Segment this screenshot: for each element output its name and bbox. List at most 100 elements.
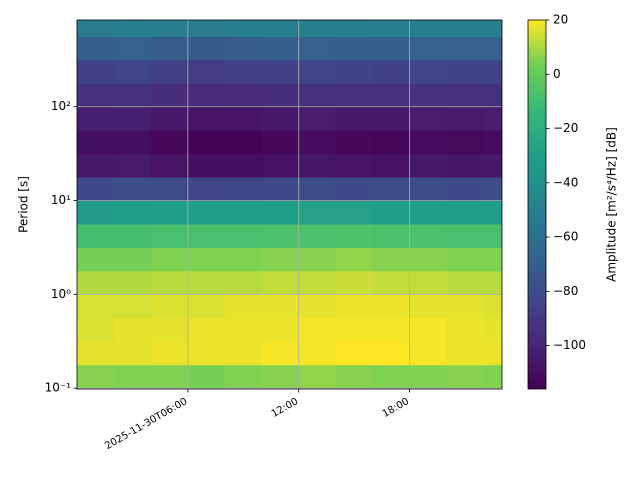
heatmap-cell bbox=[409, 106, 448, 131]
heatmap-cell bbox=[224, 20, 263, 37]
heatmap-cell bbox=[298, 364, 337, 389]
heatmap-cell bbox=[335, 341, 374, 366]
heatmap-cell bbox=[150, 106, 189, 131]
heatmap-cell bbox=[261, 20, 300, 37]
heatmap-cell bbox=[372, 177, 411, 202]
heatmap-cell bbox=[483, 153, 502, 178]
heatmap-cell bbox=[150, 200, 189, 225]
heatmap-cell bbox=[446, 317, 485, 342]
heatmap-cell bbox=[446, 130, 485, 155]
heatmap-cell bbox=[77, 270, 115, 295]
heatmap-cell bbox=[187, 317, 226, 342]
colorbar-tick-label: −60 bbox=[553, 230, 578, 244]
heatmap-cell bbox=[483, 83, 502, 108]
heatmap-cell bbox=[261, 341, 300, 366]
heatmap-cell bbox=[446, 83, 485, 108]
heatmap-cell bbox=[372, 130, 411, 155]
heatmap-cell bbox=[372, 270, 411, 295]
heatmap-cell bbox=[483, 341, 502, 366]
heatmap-cell bbox=[77, 83, 115, 108]
heatmap-cell bbox=[372, 341, 411, 366]
heatmap-cell bbox=[261, 317, 300, 342]
heatmap-cell bbox=[298, 247, 337, 272]
heatmap-cell bbox=[150, 83, 189, 108]
heatmap-cell bbox=[409, 294, 448, 319]
heatmap-cell bbox=[335, 247, 374, 272]
heatmap-cell bbox=[113, 270, 152, 295]
heatmap-cell bbox=[77, 36, 115, 61]
heatmap-cell bbox=[113, 153, 152, 178]
heatmap-cell bbox=[150, 270, 189, 295]
heatmap-cell bbox=[113, 36, 152, 61]
y-axis-label: Period [s] bbox=[17, 176, 31, 233]
plot-frame bbox=[76, 19, 503, 390]
heatmap-cell bbox=[150, 20, 189, 37]
heatmap-cell bbox=[187, 364, 226, 389]
heatmap-cell bbox=[409, 317, 448, 342]
heatmap-cell bbox=[261, 36, 300, 61]
heatmap-cell bbox=[77, 364, 115, 389]
heatmap-cell bbox=[113, 223, 152, 248]
heatmap-cell bbox=[150, 59, 189, 84]
heatmap-cell bbox=[77, 223, 115, 248]
heatmap-cell bbox=[335, 294, 374, 319]
heatmap-cell bbox=[187, 341, 226, 366]
heatmap-cell bbox=[372, 364, 411, 389]
heatmap-cell bbox=[335, 59, 374, 84]
heatmap-cell bbox=[261, 294, 300, 319]
heatmap-cell bbox=[409, 364, 448, 389]
heatmap-cell bbox=[150, 341, 189, 366]
heatmap-cell bbox=[409, 153, 448, 178]
heatmap-cell bbox=[298, 341, 337, 366]
heatmap-cell bbox=[483, 59, 502, 84]
heatmap-cell bbox=[224, 59, 263, 84]
heatmap-cell bbox=[187, 294, 226, 319]
heatmap-cell bbox=[261, 83, 300, 108]
heatmap-cell bbox=[113, 177, 152, 202]
heatmap-cell bbox=[261, 130, 300, 155]
heatmap-cell bbox=[113, 317, 152, 342]
heatmap-cell bbox=[187, 153, 226, 178]
heatmap-cell bbox=[335, 317, 374, 342]
heatmap-cell bbox=[224, 106, 263, 131]
heatmap-cell bbox=[224, 270, 263, 295]
heatmap-cell bbox=[446, 247, 485, 272]
heatmap-cell bbox=[187, 20, 226, 37]
heatmap-cell bbox=[372, 317, 411, 342]
heatmap-cell bbox=[335, 177, 374, 202]
heatmap-cell bbox=[409, 59, 448, 84]
heatmap-cell bbox=[224, 83, 263, 108]
heatmap-cell bbox=[113, 247, 152, 272]
heatmap-cell bbox=[446, 177, 485, 202]
heatmap-cell bbox=[261, 153, 300, 178]
heatmap-cell bbox=[187, 270, 226, 295]
heatmap-cell bbox=[224, 200, 263, 225]
heatmap-cell bbox=[409, 177, 448, 202]
heatmap-cell bbox=[372, 106, 411, 131]
heatmap-cell bbox=[261, 177, 300, 202]
heatmap-cell bbox=[446, 223, 485, 248]
heatmap-cell bbox=[483, 130, 502, 155]
heatmap-cell bbox=[335, 153, 374, 178]
heatmap-cell bbox=[77, 294, 115, 319]
heatmap-cell bbox=[113, 83, 152, 108]
heatmap-cell bbox=[335, 130, 374, 155]
x-tick-label: 18:00 bbox=[381, 396, 411, 420]
heatmap-cell bbox=[224, 294, 263, 319]
y-tick-label: 10¹ bbox=[51, 193, 71, 207]
heatmap-cell bbox=[150, 223, 189, 248]
heatmap-cell bbox=[446, 341, 485, 366]
heatmap-cell bbox=[150, 364, 189, 389]
heatmap-cell bbox=[335, 200, 374, 225]
heatmap-cell bbox=[372, 36, 411, 61]
heatmap-cell bbox=[224, 130, 263, 155]
heatmap-cell bbox=[224, 247, 263, 272]
heatmap-cell bbox=[224, 341, 263, 366]
heatmap-cell bbox=[261, 106, 300, 131]
heatmap-cell bbox=[483, 177, 502, 202]
heatmap-cell bbox=[298, 153, 337, 178]
heatmap-cell bbox=[77, 106, 115, 131]
heatmap-cell bbox=[113, 294, 152, 319]
heatmap-cell bbox=[446, 59, 485, 84]
heatmap-cell bbox=[298, 36, 337, 61]
